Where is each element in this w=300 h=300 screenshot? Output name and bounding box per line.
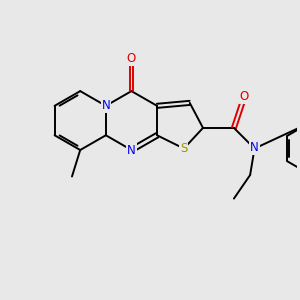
Text: N: N [127,143,136,157]
Text: N: N [250,141,259,154]
Text: N: N [101,99,110,112]
Text: O: O [240,91,249,103]
Text: O: O [127,52,136,65]
Text: S: S [180,142,188,155]
